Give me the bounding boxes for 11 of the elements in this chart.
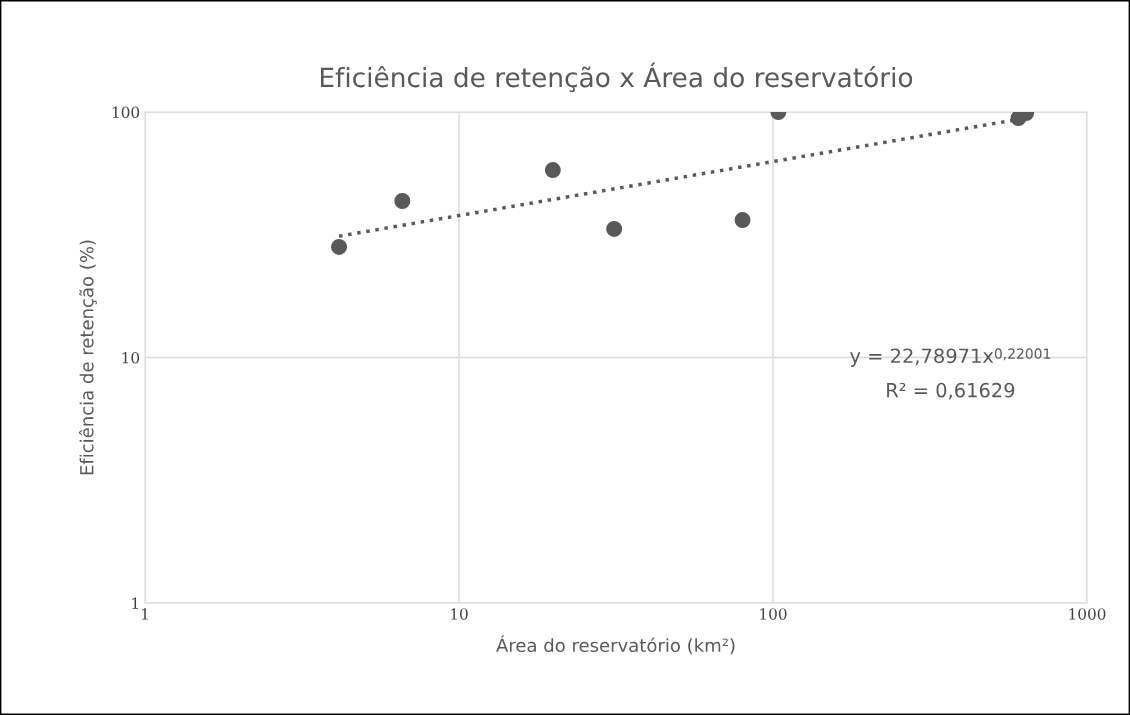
x-axis-title: Área do reservatório (km²) bbox=[496, 635, 735, 655]
y-tick-label: 100 bbox=[112, 106, 140, 119]
y-tick-label: 1 bbox=[132, 597, 138, 609]
x-tick-label: 10 bbox=[451, 608, 468, 620]
x-tick-label: 100 bbox=[760, 608, 787, 620]
annotation: R² = 0,61629 bbox=[887, 382, 1015, 400]
chart-title: Eficiência de retenção x Área do reservatório bbox=[320, 62, 913, 93]
y-tick-label: 10 bbox=[122, 351, 140, 364]
x-tick-label: 1000 bbox=[1069, 608, 1106, 620]
x-tick-label: 1 bbox=[142, 608, 148, 620]
y-axis-title: Eficiência de retenção (%) bbox=[78, 240, 97, 475]
